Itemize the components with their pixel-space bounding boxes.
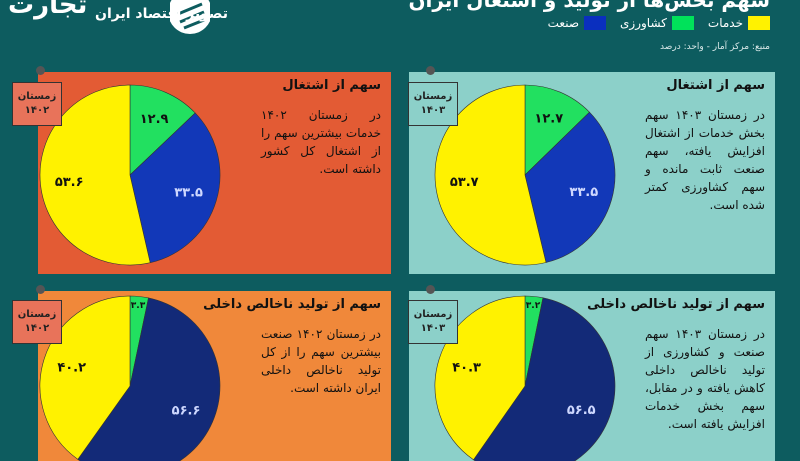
header: تجارت تصویر اقتصاد ایران سهم بخش‌ها از ت… [0,0,800,62]
pie-chart: ۳.۳ ۵۶.۶ ۴۰.۲ [39,295,221,461]
pin-icon [36,66,45,75]
period-tag: زمستان ۱۴۰۳ [408,300,458,344]
period-season: زمستان [413,309,453,320]
slice-industry [524,111,616,263]
page-title: سهم بخش‌ها از تولید و اشتغال ایران [408,0,770,12]
panel-gdp-1403: سهم از تولید ناخالص داخلی در زمستان ۱۴۰۳… [409,291,775,461]
label-services: ۵۳.۷ [450,175,479,190]
label-agriculture: ۳.۳ [131,301,146,311]
panel-description: در زمستان ۱۴۰۲ صنعت بیشترین سهم را از کل… [261,327,381,395]
legend: خدمات کشاورزی صنعت [548,16,770,30]
slice-services [434,84,547,266]
slice-services [39,295,131,460]
label-services: ۴۰.۳ [452,361,481,376]
legend-item-services: خدمات [708,16,770,30]
label-agriculture: ۱۲.۷ [534,112,563,127]
panel-employment-1402: سهم از اشتغال در زمستان ۱۴۰۲ خدمات بیشتر… [38,72,391,274]
legend-label-industry: صنعت [547,16,580,30]
source-note: منبع: مرکز آمار - واحد: درصد [660,42,770,52]
panel-employment-1403: سهم از اشتغال در زمستان ۱۴۰۳ سهم بخش خدم… [409,72,775,274]
period-season: زمستان [17,91,57,102]
panel-title: سهم از تولید ناخالص داخلی [587,297,765,312]
period-year: ۱۴۰۳ [420,323,446,334]
legend-label-services: خدمات [707,16,743,30]
legend-item-agriculture: کشاورزی [620,16,694,30]
legend-label-agriculture: کشاورزی [620,16,667,30]
pin-icon [426,66,435,75]
period-year: ۱۴۰۳ [420,105,446,116]
period-year: ۱۴۰۲ [24,105,50,116]
label-agriculture: ۳.۲ [526,301,541,311]
period-season: زمستان [413,91,453,102]
brand-logo-icon [170,0,210,34]
pie-chart: ۱۲.۷ ۳۳.۵ ۵۳.۷ [434,84,616,266]
brand-name: تجارت [8,0,88,20]
legend-swatch-agriculture [671,16,694,30]
label-services: ۴۰.۲ [57,360,86,375]
legend-swatch-industry [584,16,607,30]
label-industry: ۳۳.۵ [174,186,203,201]
period-tag: زمستان ۱۴۰۲ [12,82,62,126]
pin-icon [36,285,45,294]
pin-icon [426,285,435,294]
label-industry: ۳۳.۵ [569,185,598,200]
brand-tagline: تصویر اقتصاد ایران [95,6,228,22]
legend-item-industry: صنعت [547,16,607,30]
slice-services [39,84,151,266]
slice-agriculture [129,84,196,176]
panel-title: سهم از تولید ناخالص داخلی [203,297,381,312]
slice-industry [473,297,616,461]
slice-industry [129,112,221,264]
panel-title: سهم از اشتغال [282,78,381,93]
period-season: زمستان [17,309,57,320]
panel-description: در زمستان ۱۴۰۳ سهم بخش خدمات از اشتغال ا… [645,108,765,212]
period-tag: زمستان ۱۴۰۳ [408,82,458,126]
label-industry: ۵۶.۵ [567,403,596,418]
period-tag: زمستان ۱۴۰۲ [12,300,62,344]
panel-gdp-1402: سهم از تولید ناخالص داخلی در زمستان ۱۴۰۲… [38,291,391,461]
label-industry: ۵۶.۶ [172,404,201,419]
period-year: ۱۴۰۲ [24,323,50,334]
label-services: ۵۳.۶ [55,175,84,190]
label-agriculture: ۱۲.۹ [140,112,169,127]
panel-description: در زمستان ۱۴۰۳ سهم صنعت و کشاورزی از تول… [645,327,765,431]
slice-agriculture [524,84,590,176]
slice-industry [77,297,221,461]
pie-chart: ۱۲.۹ ۳۳.۵ ۵۳.۶ [39,84,221,266]
legend-swatch-services [748,16,770,30]
panel-description: در زمستان ۱۴۰۲ خدمات بیشترین سهم را از ا… [261,108,381,176]
panel-title: سهم از اشتغال [666,78,765,93]
